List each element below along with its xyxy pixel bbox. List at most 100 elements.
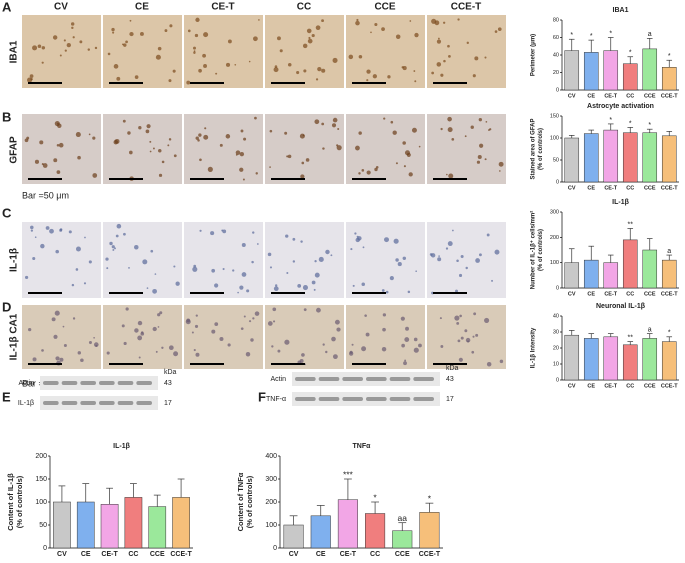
- cell: [235, 150, 241, 155]
- cell: [59, 54, 62, 57]
- cell: [92, 173, 98, 178]
- cell: [240, 129, 244, 133]
- cell: [321, 68, 326, 73]
- column-header: CE-T: [211, 2, 234, 13]
- column-header: CCE-T: [451, 2, 482, 13]
- cell: [374, 167, 378, 172]
- cell: [122, 119, 126, 123]
- cell: [150, 249, 154, 253]
- cell: [457, 18, 460, 21]
- cell: [53, 334, 58, 339]
- cell: [471, 350, 475, 354]
- cell: [286, 271, 289, 274]
- bar: [564, 50, 580, 91]
- cell: [456, 259, 459, 263]
- band-label: Actin: [270, 376, 286, 383]
- band-label: Actin: [18, 380, 34, 387]
- cell: [114, 247, 116, 250]
- cell: [152, 288, 157, 294]
- cell: [49, 228, 54, 234]
- band: [318, 397, 340, 401]
- cell: [227, 343, 231, 347]
- cell: [195, 352, 200, 357]
- cell: [325, 249, 330, 255]
- cell: [70, 22, 75, 26]
- micrograph: [22, 15, 101, 88]
- panel-label: E: [2, 389, 11, 404]
- y-axis-label: (% of controls): [538, 128, 544, 170]
- y-tick-label: 40: [553, 313, 559, 319]
- cell: [446, 173, 448, 176]
- cell: [356, 18, 359, 22]
- cell: [322, 147, 325, 150]
- cell: [459, 314, 462, 318]
- cell: [121, 324, 125, 328]
- column-header: CE: [135, 2, 149, 13]
- cell: [273, 67, 279, 73]
- cell: [302, 43, 308, 49]
- significance: *: [609, 30, 612, 37]
- cell: [134, 328, 139, 333]
- y-tick-label: 100: [550, 135, 559, 141]
- cell: [287, 154, 292, 159]
- x-tick-label: CE: [587, 383, 595, 389]
- significance: *: [629, 50, 632, 57]
- cell: [83, 282, 87, 285]
- x-tick-label: CCE: [395, 551, 410, 558]
- cell: [271, 345, 274, 348]
- cell: [349, 351, 354, 356]
- cell: [234, 63, 237, 66]
- cell: [401, 66, 404, 69]
- cell: [429, 253, 433, 256]
- panel-label: F: [258, 389, 266, 404]
- cell: [499, 359, 504, 364]
- cell: [116, 223, 122, 229]
- bar: [392, 530, 413, 549]
- cell: [32, 45, 38, 51]
- x-tick-label: CC: [626, 383, 634, 389]
- cell: [303, 69, 307, 73]
- cell: [454, 315, 460, 321]
- y-tick-label: 150: [35, 476, 47, 483]
- cell: [243, 315, 246, 318]
- x-tick-label: CC: [370, 551, 380, 558]
- y-axis-label: Perimeter (μm): [531, 34, 537, 76]
- kda-value: 43: [446, 376, 454, 383]
- row-label: IL-1β CA1: [9, 313, 20, 360]
- cell: [56, 170, 61, 174]
- cell: [413, 337, 418, 342]
- cell: [193, 50, 196, 53]
- cell: [155, 350, 158, 353]
- cell: [497, 27, 502, 31]
- band: [342, 397, 363, 401]
- cell: [274, 65, 278, 68]
- cell: [447, 44, 450, 48]
- cell: [403, 361, 407, 366]
- cell: [62, 325, 65, 328]
- cell: [80, 358, 84, 363]
- band: [136, 401, 152, 405]
- bar: [583, 259, 599, 289]
- cell: [254, 311, 260, 316]
- y-tick-label: 20: [553, 345, 559, 351]
- cell: [63, 39, 66, 42]
- bar: [583, 338, 599, 381]
- band: [413, 377, 434, 381]
- x-tick-label: CV: [568, 291, 576, 297]
- bar: [124, 497, 143, 549]
- cell: [475, 333, 479, 337]
- cell: [240, 327, 244, 330]
- micrograph: [427, 114, 506, 184]
- band: [342, 377, 363, 381]
- cell: [484, 317, 490, 323]
- cell: [56, 143, 60, 147]
- x-tick-label: CE-T: [604, 93, 617, 99]
- chart-title: IL-1β: [113, 443, 130, 450]
- y-tick-label: 10: [553, 361, 559, 367]
- cell: [300, 240, 303, 243]
- y-tick-label: 200: [265, 499, 277, 506]
- cell: [382, 313, 387, 317]
- cell: [203, 134, 209, 140]
- cell: [138, 356, 141, 359]
